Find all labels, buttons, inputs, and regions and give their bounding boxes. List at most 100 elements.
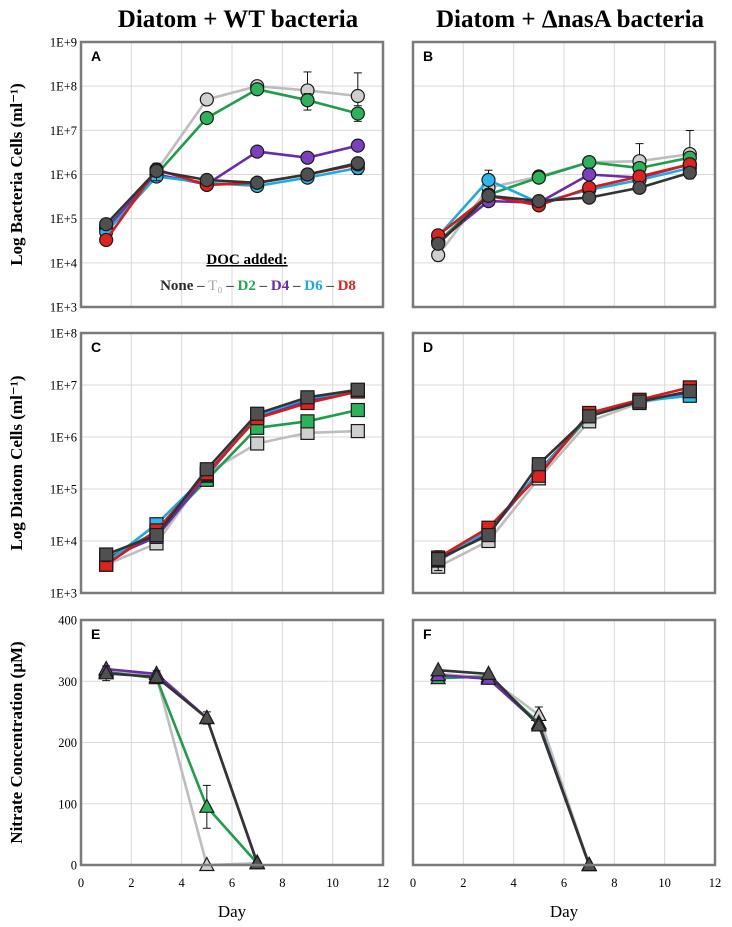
data-point [199,92,214,107]
data-point [300,414,315,429]
series-A-T0 [99,71,365,233]
series-line [105,390,359,566]
y-tick-label: 100 [58,797,77,811]
legend-title: DOC added: [206,252,287,268]
data-point [250,144,265,159]
panel-label: C [91,339,101,355]
data-point [250,175,265,190]
data-point [300,93,315,108]
series-F-None [430,661,598,872]
x-tick-label: 8 [279,876,285,890]
y-tick-label: 0 [71,859,77,873]
data-point [250,436,265,451]
panel-E: E 0 100 200 300 400 0 2 4 6 8 10 12 Day Nitrate Concen… [7,614,389,922]
data-point [199,462,214,477]
y-tick-label: 1E+6 [50,431,77,445]
series-line [438,668,591,866]
data-point [199,172,214,188]
series-B-None [431,165,697,251]
panel-A: A 1E+3 1E+4 1E+5 1E+6 1E+7 1E+8 1E+9 Log Bacteri… [7,36,385,315]
y-tick-label: 1E+8 [50,80,77,94]
data-point [148,668,165,684]
x-tick-label: 12 [709,876,722,890]
x-axis-label: Day [218,902,247,921]
data-point [531,170,546,185]
x-tick-label: 0 [410,876,416,890]
legend-separator: – [223,278,238,294]
data-point [350,382,365,397]
x-axis-label: Day [550,902,579,921]
legend-separator: – [193,278,208,294]
series-line [106,672,259,864]
data-point [300,150,315,165]
x-tick-label: 2 [128,876,134,890]
series-line [437,171,691,245]
column-title-nasa: Diatom + ΔnasA bacteria [436,6,705,33]
x-tick-label: 12 [377,876,390,890]
panels: A 1E+3 1E+4 1E+5 1E+6 1E+7 1E+8 1E+9 Log Bacteri… [7,36,721,922]
data-point [99,232,114,248]
series-A-None [99,156,365,232]
legend-entry-D8: D8 [338,278,356,294]
data-point [481,527,496,543]
data-point [431,551,446,567]
x-tick-label: 4 [511,876,518,890]
panel-B: B [411,40,717,309]
panel-label: D [423,339,433,355]
data-point [531,457,546,472]
y-axis-label: Log Diatom Cells (ml⁻¹) [7,375,26,550]
panel-label: B [423,48,433,64]
panel-label: E [91,626,100,642]
y-tick-label: 1E+7 [50,124,77,138]
x-tick-label: 10 [658,876,671,890]
series-line [105,429,358,566]
legend-entry-D4: D4 [271,278,290,294]
y-tick-label: 300 [58,675,77,689]
y-axis-label: Log Bacteria Cells (ml⁻¹) [7,83,26,266]
x-tick-label: 6 [561,876,567,890]
data-point [632,394,647,409]
data-point [531,193,546,209]
x-tick-label: 0 [78,876,84,890]
data-point [682,384,697,399]
data-point [350,423,365,439]
x-tick-label: 10 [326,876,339,890]
legend-separator: – [256,278,271,294]
y-tick-label: 1E+4 [50,535,78,549]
data-point [530,716,547,732]
panel-F: F 0 2 4 6 8 10 12 Day [410,618,722,921]
data-point [350,106,365,121]
panel-frame [411,331,717,595]
legend-entries: None – T₀ – D2 – D4 – D6 – D8 [160,278,356,294]
x-tick-label: 2 [460,876,466,890]
legend-entry-T₀: T₀ [208,278,222,294]
data-point [682,165,697,180]
y-tick-label: 1E+6 [50,168,77,182]
data-point [149,527,164,543]
data-point [198,709,215,725]
data-point [300,167,315,182]
y-tick-label: 1E+3 [50,587,77,601]
panel-frame [79,40,385,309]
legend-separator: – [323,278,338,294]
y-tick-label: 400 [58,614,77,628]
series-line [105,144,359,230]
x-tick-label: 4 [179,876,186,890]
data-point [582,155,597,170]
series-line [437,389,691,561]
panel-D: D [411,331,717,595]
panel-C: C 1E+3 1E+4 1E+5 1E+6 1E+7 1E+8 Log Diatom Cell… [7,327,385,601]
panel-frame [411,40,717,309]
series-line [105,161,359,226]
series-line [105,388,358,556]
legend-entry-D6: D6 [304,278,323,294]
data-point [350,402,365,418]
panel-frame [79,331,385,595]
legend-entry-D2: D2 [238,278,256,294]
panel-frame [411,618,717,867]
data-point [250,406,265,421]
panel-label: F [423,626,432,642]
data-point [582,409,597,424]
data-point [632,180,647,195]
